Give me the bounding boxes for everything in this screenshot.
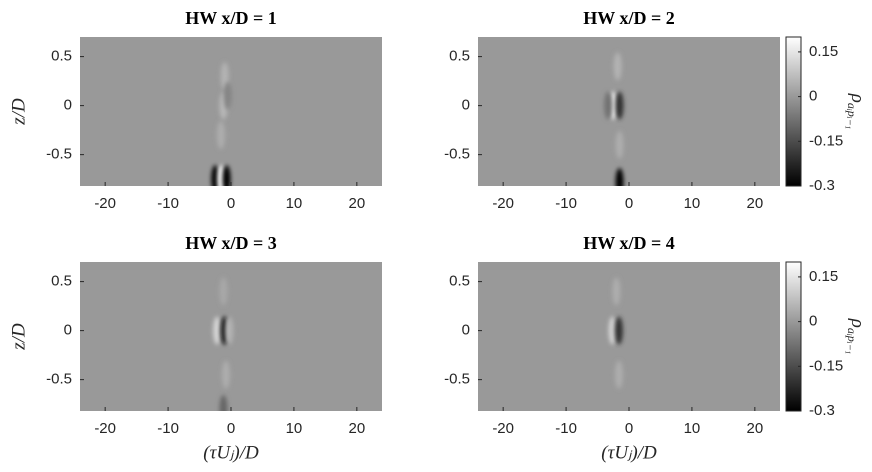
x-axis-label: (τUⱼ)/D bbox=[203, 442, 259, 463]
y-tick-label: 0 bbox=[64, 322, 72, 339]
y-tick-label: -0.5 bbox=[444, 146, 470, 163]
x-tick-label: 10 bbox=[286, 195, 303, 212]
x-tick-label: -20 bbox=[94, 195, 116, 212]
heat-cell bbox=[223, 81, 232, 110]
x-tick-label: -20 bbox=[94, 420, 116, 437]
chart-title: HW x/D = 1 bbox=[185, 8, 276, 28]
y-tick-label: -0.5 bbox=[444, 371, 470, 388]
colorbar-label-sub: aᵢpᵢ₋₁ bbox=[845, 328, 859, 354]
x-tick-label: -10 bbox=[157, 420, 179, 437]
colorbar-tick-label: -0.3 bbox=[809, 177, 835, 194]
heatmap bbox=[604, 52, 624, 186]
x-axis-label: (τUⱼ)/D bbox=[601, 442, 657, 463]
chart-title: HW x/D = 3 bbox=[185, 233, 276, 253]
heat-cell bbox=[222, 165, 231, 186]
y-tick-label: 0.5 bbox=[449, 273, 470, 290]
colorbar-tick-label: 0.15 bbox=[809, 43, 838, 60]
colorbar-label-main: ρ bbox=[847, 93, 868, 103]
colorbar-label-sub: aᵢpᵢ₋₁ bbox=[845, 103, 859, 129]
colorbar-tick-label: 0 bbox=[809, 88, 817, 105]
y-axis-label: z/D bbox=[8, 323, 29, 351]
x-tick-label: 0 bbox=[625, 420, 633, 437]
colorbar bbox=[785, 261, 802, 412]
heatmap bbox=[608, 277, 623, 389]
plot-background bbox=[478, 37, 780, 186]
y-tick-label: 0 bbox=[462, 322, 470, 339]
x-tick-label: -10 bbox=[555, 195, 577, 212]
colorbar-tick-label: -0.15 bbox=[809, 132, 843, 149]
x-tick-label: 0 bbox=[227, 195, 235, 212]
plot-background bbox=[80, 37, 382, 186]
x-tick-label: 20 bbox=[746, 420, 763, 437]
plot-background bbox=[478, 262, 780, 411]
y-tick-label: -0.5 bbox=[46, 146, 72, 163]
x-tick-label: -20 bbox=[492, 420, 514, 437]
x-tick-label: -20 bbox=[492, 195, 514, 212]
heatmap bbox=[211, 62, 232, 186]
colorbar bbox=[785, 36, 802, 187]
x-tick-label: 0 bbox=[625, 195, 633, 212]
heat-cell bbox=[221, 360, 230, 389]
heat-cell bbox=[219, 277, 228, 306]
y-tick-label: 0.5 bbox=[51, 273, 72, 290]
y-tick-label: -0.5 bbox=[46, 371, 72, 388]
y-tick-label: 0 bbox=[64, 97, 72, 114]
colorbar-tick-label: 0.15 bbox=[809, 268, 838, 285]
heat-cell bbox=[612, 277, 621, 306]
heat-cell bbox=[615, 130, 624, 159]
x-tick-label: 20 bbox=[746, 195, 763, 212]
heat-cell bbox=[219, 395, 228, 411]
y-tick-label: 0.5 bbox=[51, 48, 72, 65]
colorbar-tick-label: -0.15 bbox=[809, 357, 843, 374]
colorbar-label: ρaᵢpᵢ₋₁ bbox=[845, 93, 867, 129]
heat-cell bbox=[608, 316, 617, 345]
x-tick-label: 10 bbox=[684, 420, 701, 437]
x-tick-label: 20 bbox=[348, 420, 365, 437]
colorbar-tick-label: 0 bbox=[809, 313, 817, 330]
y-tick-label: 0.5 bbox=[449, 48, 470, 65]
heat-cell bbox=[213, 316, 222, 345]
x-tick-label: -10 bbox=[157, 195, 179, 212]
x-tick-label: 0 bbox=[227, 420, 235, 437]
heat-cell bbox=[615, 91, 624, 120]
x-tick-label: -10 bbox=[555, 420, 577, 437]
heat-cell bbox=[614, 360, 623, 389]
heat-cell bbox=[216, 121, 225, 150]
heat-cell bbox=[615, 168, 624, 186]
x-tick-label: 20 bbox=[348, 195, 365, 212]
chart-title: HW x/D = 2 bbox=[583, 8, 674, 28]
heat-cell bbox=[613, 52, 622, 81]
heat-cell bbox=[604, 91, 613, 120]
colorbar-label-main: ρ bbox=[847, 318, 868, 328]
chart-title: HW x/D = 4 bbox=[583, 233, 674, 253]
heatmap bbox=[213, 277, 234, 411]
y-axis-label: z/D bbox=[8, 98, 29, 126]
heat-cell bbox=[211, 165, 220, 186]
colorbar-tick-label: -0.3 bbox=[809, 402, 835, 419]
heat-cell bbox=[225, 316, 234, 345]
heat-cell bbox=[614, 316, 623, 345]
x-tick-label: 10 bbox=[684, 195, 701, 212]
x-tick-label: 10 bbox=[286, 420, 303, 437]
y-tick-label: 0 bbox=[462, 97, 470, 114]
colorbar-label: ρaᵢpᵢ₋₁ bbox=[845, 318, 867, 354]
